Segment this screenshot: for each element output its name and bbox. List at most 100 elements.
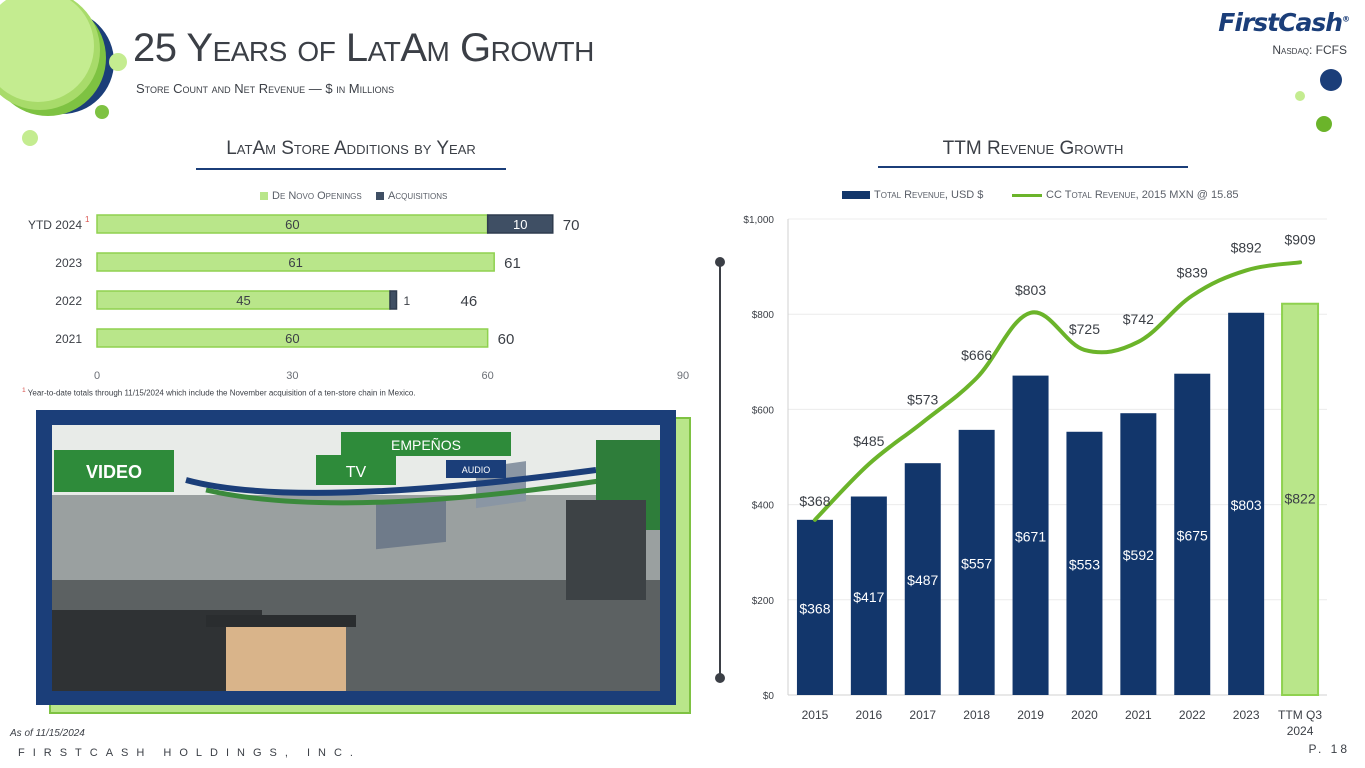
ticker-label: Nasdaq: FCFS [1272,43,1347,57]
line-value-label: $909 [1284,231,1315,247]
sign-video: VIDEO [86,462,142,482]
x-tick-label: 2023 [1233,708,1260,722]
total-label: 60 [498,331,515,348]
legend-label-de-novo: De Novo Openings [272,190,362,202]
footnote-text: Year-to-date totals through 11/15/2024 w… [27,388,416,398]
legend-swatch-acquisitions [376,192,384,200]
x-tick-label: 60 [482,370,494,382]
footnote: 1 Year-to-date totals through 11/15/2024… [22,387,416,398]
category-label: 2023 [55,256,82,270]
store-additions-underline [196,168,506,170]
x-tick-label: 2020 [1071,708,1098,722]
bar-value-label: 45 [236,293,250,308]
y-tick-label: $1,000 [743,215,774,226]
sign-tv: TV [346,464,367,481]
revenue-chart: $0 $200 $400 $600 $800 $1,000 $368 2015 $417 2016… [743,215,1327,738]
store-photo: VIDEO TV EMPEÑOS AUDIO [36,410,691,714]
divider [715,257,725,683]
bar-acquisitions [486,214,554,234]
bar-value-label: 60 [285,331,299,346]
x-tick-label: 2016 [855,708,882,722]
y-tick-label: $0 [763,691,775,702]
total-label: 70 [563,217,580,234]
legend-cc-revenue: CC Total Revenue, 2015 MXN @ 15.85 [1012,189,1239,201]
x-tick-label: 30 [286,370,298,382]
bar-value-label: $671 [1015,528,1046,544]
legend-swatch-cc-revenue [1012,193,1042,197]
footnote-marker: 1 [22,387,26,394]
bar-value-label: $368 [799,600,830,616]
line-value-label: $839 [1177,265,1208,281]
bar-total-revenue [1174,373,1211,695]
bar-de-novo [96,252,495,272]
bar-value-label: $557 [961,555,992,571]
bar-acquisitions [389,290,398,310]
firstcash-logo: FirstCash® [1218,8,1350,37]
total-label: 46 [461,293,478,310]
bar-value-label: 10 [513,217,527,232]
bar-total-revenue [1066,431,1103,695]
x-tick-label: 0 [94,370,100,382]
revenue-growth-underline [878,166,1188,168]
x-tick-label: 2015 [802,708,829,722]
legend-swatch-total-revenue [842,191,870,199]
legend-label-acquisitions: Acquisitions [388,190,448,202]
category-label: YTD 2024 [28,218,82,232]
bar-ttm-revenue [1281,302,1320,696]
company-name: FIRSTCASH HOLDINGS, INC. [18,747,361,759]
x-tick-label: 2019 [1017,708,1044,722]
line-value-label: $485 [853,433,884,449]
bar-value-label: 61 [288,255,302,270]
page-number: P. 18 [1308,742,1350,756]
bar-total-revenue [1228,312,1265,695]
y-tick-label: $400 [752,501,775,512]
y-tick-label: $600 [752,405,775,416]
line-value-label: $666 [961,347,992,363]
bar-value-label: 60 [285,217,299,232]
bar-value-label: $417 [853,589,884,605]
sign-empenos: EMPEÑOS [391,437,461,453]
line-value-label: $892 [1231,239,1262,255]
bar-value-label: $592 [1123,547,1154,563]
bar-total-revenue [904,463,941,695]
store-additions-title: LatAm Store Additions by Year [226,138,476,159]
bar-value-label: $675 [1177,527,1208,543]
bar-value-label: $487 [907,572,938,588]
sign-audio: AUDIO [462,465,491,475]
x-tick-label: 2017 [909,708,936,722]
legend-total-revenue: Total Revenue, USD $ [842,189,983,201]
bar-total-revenue [1012,375,1049,695]
x-tick-label: 2021 [1125,708,1152,722]
line-value-label: $742 [1123,311,1154,327]
legend-de-novo: De Novo Openings [260,190,362,202]
logo-text: FirstCash [1218,8,1343,37]
bar-value-label: 1 [404,294,411,308]
corner-decoration [0,0,127,146]
bar-value-label: $803 [1231,497,1262,513]
total-label: 61 [504,255,521,272]
legend-acquisitions: Acquisitions [376,190,447,202]
bar-total-revenue [850,496,887,695]
bar-total-revenue [958,429,995,695]
y-tick-label: $200 [752,596,775,607]
bar-total-revenue [796,519,833,695]
line-value-label: $725 [1069,321,1100,337]
bar-value-label: $822 [1284,491,1315,507]
cc-revenue-line [812,260,1303,522]
legend-swatch-de-novo [260,192,268,200]
x-tick-label: 2022 [1179,708,1206,722]
y-tick-label: $800 [752,310,775,321]
category-label: 2021 [55,332,82,346]
line-value-label: $368 [799,493,830,509]
category-label: 2022 [55,294,82,308]
line-value-label: $803 [1015,282,1046,298]
x-tick-label: 2024 [1287,724,1314,738]
logo-dots [1295,69,1342,132]
x-tick-label: TTM Q3 [1278,708,1322,722]
as-of-date: As of 11/15/2024 [10,728,85,739]
legend-label-cc-revenue: CC Total Revenue, 2015 MXN @ 15.85 [1046,189,1239,201]
page-subtitle: Store Count and Net Revenue — $ in Milli… [136,81,395,96]
bar-value-label: $553 [1069,556,1100,572]
legend-label-total-revenue: Total Revenue, USD $ [874,189,984,201]
